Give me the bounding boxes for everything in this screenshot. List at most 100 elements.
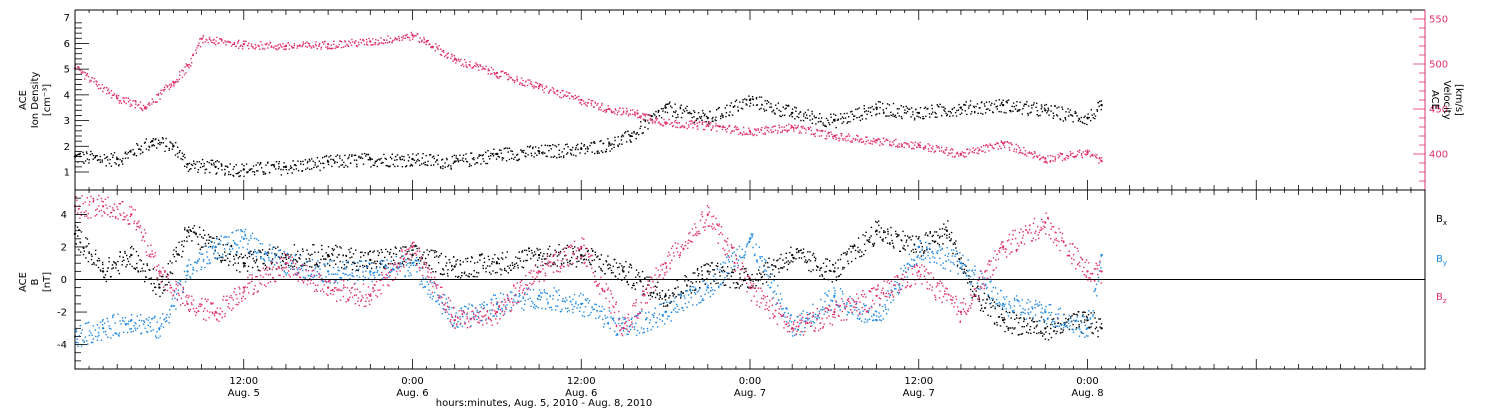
velocity-series-point: [477, 66, 480, 68]
density-series-point: [774, 113, 776, 115]
series-bx-point: [262, 263, 264, 265]
series-by-point: [381, 278, 383, 280]
velocity-series-point: [1073, 156, 1075, 159]
velocity-series-point: [280, 45, 282, 47]
series-by-point: [618, 317, 620, 320]
density-series-point: [446, 158, 448, 161]
velocity-series-point: [834, 134, 837, 137]
series-bx-point: [325, 252, 327, 254]
series-by-point: [186, 278, 188, 280]
series-bx-point: [435, 255, 438, 257]
velocity-series-point: [264, 48, 266, 50]
series-bx-point: [373, 262, 375, 264]
density-series-point: [945, 112, 947, 115]
velocity-series-point: [836, 134, 838, 136]
series-by-point: [345, 261, 348, 264]
velocity-series-point: [845, 135, 847, 138]
density-series-point: [734, 105, 736, 107]
density-series-point: [811, 118, 814, 120]
series-bx-point: [593, 259, 595, 261]
series-by-point: [115, 333, 118, 335]
series-bx-point: [243, 264, 245, 266]
series-by-point: [84, 336, 86, 338]
density-series-point: [1026, 101, 1028, 103]
series-by-point: [297, 268, 299, 271]
series-by-point: [628, 325, 631, 327]
velocity-series-point: [106, 86, 108, 89]
density-series-point: [875, 103, 877, 105]
series-by-point: [384, 265, 386, 267]
series-by-point: [82, 339, 84, 341]
series-bx-point: [1040, 332, 1042, 334]
velocity-series-point: [621, 113, 624, 115]
velocity-series-point: [849, 140, 852, 143]
series-by-point: [549, 306, 551, 309]
series-by-point: [750, 236, 752, 239]
series-by-point: [81, 329, 83, 331]
series-bx-point: [531, 252, 533, 254]
series-by-point: [766, 273, 768, 276]
velocity-series-point: [1074, 155, 1076, 158]
velocity-series-point: [729, 125, 731, 127]
density-series-point: [755, 96, 758, 99]
velocity-series-point: [157, 94, 159, 96]
series-bx-point: [591, 259, 593, 262]
density-series-point: [180, 158, 182, 160]
density-series-point: [1002, 99, 1004, 101]
velocity-series-point: [809, 126, 812, 128]
series-bx-point: [866, 239, 869, 242]
velocity-series-point: [805, 132, 807, 134]
series-by-point: [271, 248, 274, 250]
series-bx-point: [292, 266, 294, 268]
velocity-series-point: [408, 37, 411, 39]
series-bx-anchor: [369, 258, 372, 262]
series-by-point: [338, 270, 341, 272]
density-series-point: [865, 110, 867, 112]
density-series-point: [677, 113, 679, 116]
series-bx-point: [755, 279, 757, 281]
series-by-point: [689, 290, 692, 292]
velocity-series-point: [963, 156, 966, 158]
series-bx-point: [175, 260, 177, 262]
density-series-point: [575, 144, 578, 147]
series-by-point: [347, 260, 349, 262]
series-bx-point: [325, 258, 327, 261]
velocity-series-point: [446, 53, 448, 55]
series-by-point: [227, 253, 229, 255]
series-bx-point: [181, 240, 183, 243]
velocity-series-point: [908, 145, 910, 147]
series-bx-point: [558, 254, 560, 256]
velocity-series-point: [721, 126, 724, 128]
density-series-point: [323, 156, 326, 158]
series-by-point: [229, 250, 232, 253]
series-by-point: [393, 263, 396, 265]
velocity-series-point: [405, 34, 407, 37]
series-bx-point: [589, 263, 591, 265]
series-by-point: [527, 298, 529, 301]
density-series-point: [1031, 107, 1033, 109]
series-bx-point: [918, 236, 920, 238]
series-by-point: [155, 337, 157, 339]
density-series-point: [648, 114, 650, 116]
series-by-point: [413, 261, 415, 263]
density-series-point: [190, 163, 193, 166]
velocity-series-point: [507, 73, 509, 76]
series-bx-anchor: [875, 229, 878, 232]
velocity-series-point: [536, 82, 539, 85]
velocity-series-point: [718, 126, 721, 128]
series-by-point: [663, 302, 665, 304]
density-series-point: [525, 156, 527, 158]
velocity-series-point: [509, 77, 512, 79]
series-by-point: [298, 271, 300, 273]
series-by-point: [96, 339, 99, 341]
series-by-point: [587, 302, 590, 304]
series-bx-point: [596, 256, 598, 258]
series-by-point: [666, 318, 669, 320]
velocity-series-point: [344, 45, 346, 47]
series-by-point: [603, 326, 605, 328]
velocity-series-point: [768, 131, 770, 133]
density-series-point: [469, 163, 471, 165]
series-bx-point: [547, 262, 549, 264]
density-series-point: [975, 105, 977, 108]
series-bx-point: [250, 250, 252, 252]
